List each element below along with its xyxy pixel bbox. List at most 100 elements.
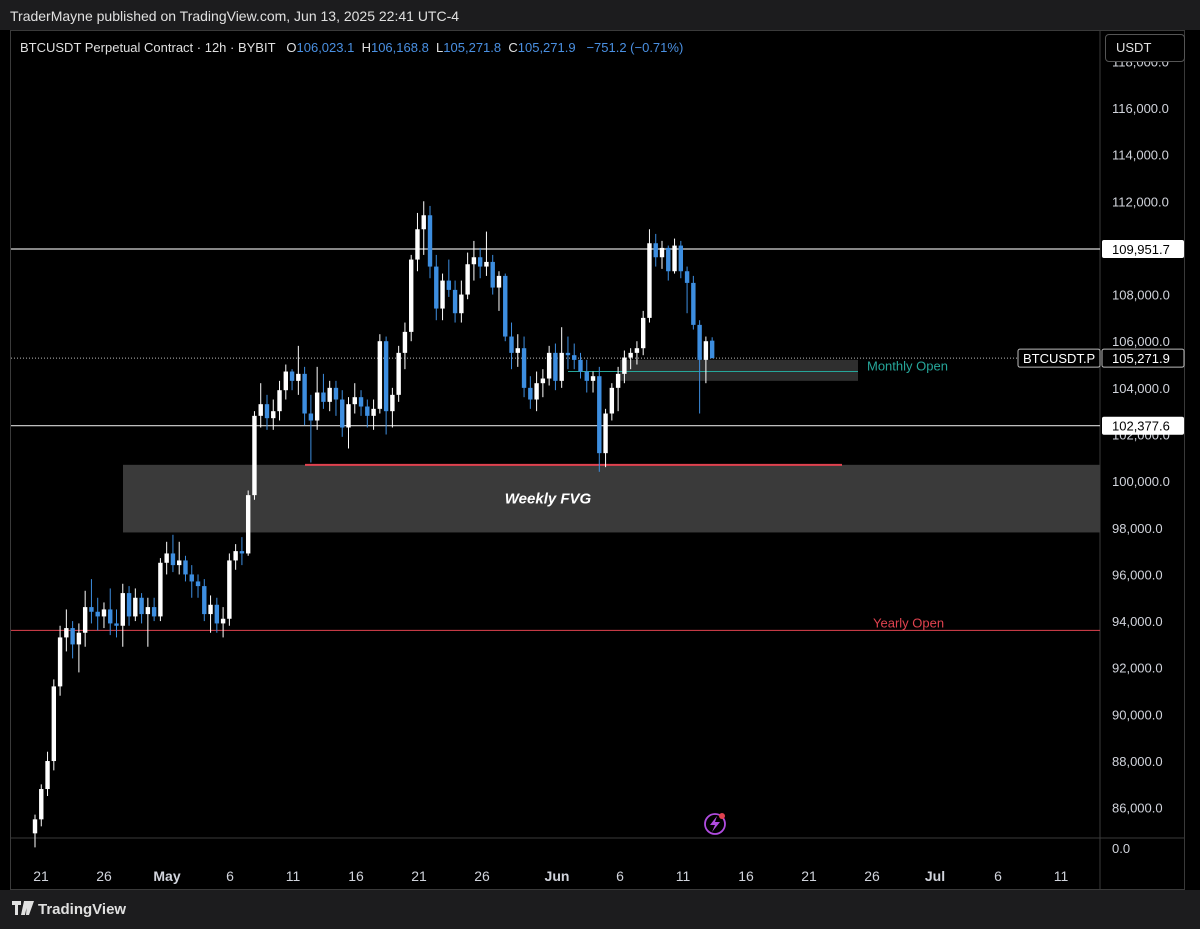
tradingview-logo[interactable]: TradingView (12, 901, 126, 919)
candle-body (321, 392, 326, 402)
candle-body (452, 289, 458, 314)
candle-body (233, 551, 238, 561)
candle-body (672, 245, 677, 272)
candle-body (302, 373, 307, 414)
candle-body (622, 357, 627, 374)
legend-close: 105,271.9 (517, 40, 576, 55)
candle-body (314, 392, 320, 421)
legend-h-label: H (361, 40, 371, 55)
candle-body (245, 495, 251, 554)
candle-body (709, 340, 715, 359)
legend-open: 106,023.1 (296, 40, 355, 55)
y-tick-label: 98,000.0 (1112, 521, 1163, 536)
candle-body (177, 560, 182, 566)
x-tick-label: Jun (545, 868, 570, 884)
publish-bar: TraderMayne published on TradingView.com… (0, 0, 1200, 30)
candle-body (402, 331, 408, 353)
candle-body (540, 378, 546, 384)
candle-body (51, 686, 57, 762)
candle-body (308, 413, 314, 421)
candle-body (409, 259, 414, 332)
lightning-bolt-icon (710, 816, 720, 832)
candle-body (597, 376, 602, 454)
x-tick-label: 21 (411, 868, 427, 884)
y-tick-label: 100,000.0 (1112, 474, 1170, 489)
candle-body (503, 275, 508, 337)
candle-body (496, 275, 502, 288)
candle-body (195, 581, 201, 587)
candle-body (415, 229, 420, 260)
symbol-tag (1017, 348, 1101, 368)
level-badge (1102, 240, 1184, 259)
candle-body (151, 607, 157, 617)
candle-body (509, 336, 514, 353)
candle-body (427, 215, 433, 267)
x-tick-label: 6 (616, 868, 624, 884)
candle-body (145, 607, 151, 615)
y-tick-label: 114,000.0 (1112, 148, 1169, 163)
x-tick-label: 16 (738, 868, 754, 884)
current-price-badge (1101, 348, 1185, 368)
candle-body (57, 637, 63, 687)
x-tick-label: 26 (96, 868, 112, 884)
candle-body (572, 355, 577, 360)
legend-high: 106,168.8 (370, 40, 429, 55)
candle-body (45, 761, 50, 790)
candle-body (546, 352, 552, 379)
candle-body (277, 390, 282, 412)
footer-bar (0, 890, 1200, 929)
candle-body (333, 387, 339, 400)
notification-dot-icon (719, 813, 725, 819)
yearly-open-label: Yearly Open (873, 615, 944, 630)
y-tick-label: 90,000.0 (1112, 707, 1163, 722)
y-tick-label: 108,000.0 (1112, 288, 1170, 303)
candle-body (383, 341, 389, 412)
candle-body (164, 553, 169, 563)
candle-body (421, 215, 426, 230)
candle-body (126, 593, 132, 617)
y-tick-label: 92,000.0 (1112, 661, 1163, 676)
candle-body (377, 341, 383, 409)
candle-body (440, 280, 445, 309)
chart-frame (10, 30, 1185, 890)
candle-body (365, 406, 370, 416)
candle-body (434, 266, 439, 309)
candle-body (214, 604, 220, 624)
candle-body (684, 271, 690, 283)
candle-body (553, 352, 558, 381)
y-tick-label: 86,000.0 (1112, 801, 1163, 816)
candle-body (534, 383, 539, 400)
candle-body (296, 373, 301, 381)
candle-body (183, 560, 188, 575)
candle-body (346, 404, 351, 428)
candle-body (477, 257, 483, 267)
candle-body (371, 408, 376, 416)
candle-body (64, 628, 69, 638)
candle-body (289, 371, 295, 381)
y-tick-label: 106,000.0 (1112, 334, 1170, 349)
candle-body (139, 597, 144, 615)
candle-body (640, 317, 646, 349)
candle-body (358, 397, 364, 407)
x-tick-label: 21 (33, 868, 49, 884)
candle-body (471, 257, 477, 265)
legend-title: BTCUSDT Perpetual Contract · 12h · BYBIT (20, 40, 276, 55)
candle-body (189, 574, 194, 582)
level-badge-label: 102,377.6 (1112, 419, 1170, 434)
candle-body (39, 789, 44, 820)
gray-zone (620, 359, 858, 381)
candle-body (465, 264, 470, 295)
candle-body (565, 352, 571, 356)
candle-body (114, 623, 119, 626)
x-tick-label: 11 (286, 868, 301, 884)
candle-body (490, 261, 495, 288)
candle-body (697, 324, 702, 360)
candle-body (703, 341, 709, 360)
candle-body (95, 611, 100, 617)
x-tick-label: 21 (801, 868, 817, 884)
currency-button[interactable]: USDT (1105, 34, 1185, 62)
candle-body (70, 628, 75, 645)
candle-body (258, 404, 263, 416)
lightning-icon[interactable] (704, 813, 726, 835)
